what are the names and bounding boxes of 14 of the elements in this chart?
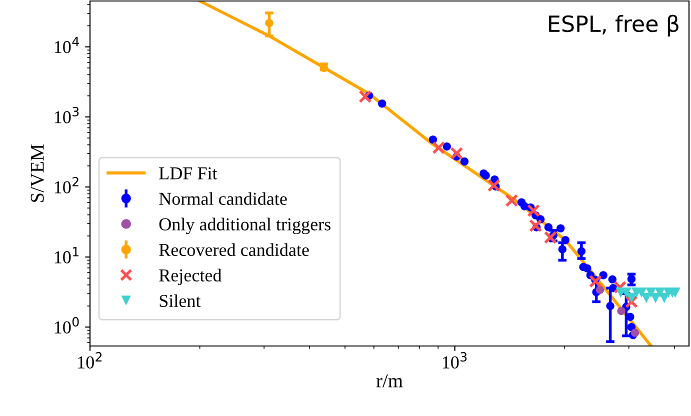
y-tick-label: 10$^{4}$: [54, 36, 79, 54]
legend-label: Only additional triggers: [159, 218, 330, 234]
legend-label: Silent: [160, 294, 201, 308]
y-tick-label: 10$^{1}$: [54, 247, 78, 264]
legend-label: Rejected: [159, 268, 222, 286]
annotation: ESPL, free β: [549, 14, 678, 36]
y-tick-label: 10$^{3}$: [54, 106, 79, 124]
x-axis-title: r/m: [376, 374, 403, 388]
legend-label: Recovered candidate: [159, 243, 309, 256]
y-tick-label: 10$^{2}$: [54, 176, 78, 194]
y-tick-label: 10$^{0}$: [54, 317, 79, 334]
y-axis-title: S/VEM: [30, 144, 44, 202]
legend-label: Normal candidate: [159, 192, 287, 205]
legend-label: LDF Fit: [159, 167, 218, 180]
